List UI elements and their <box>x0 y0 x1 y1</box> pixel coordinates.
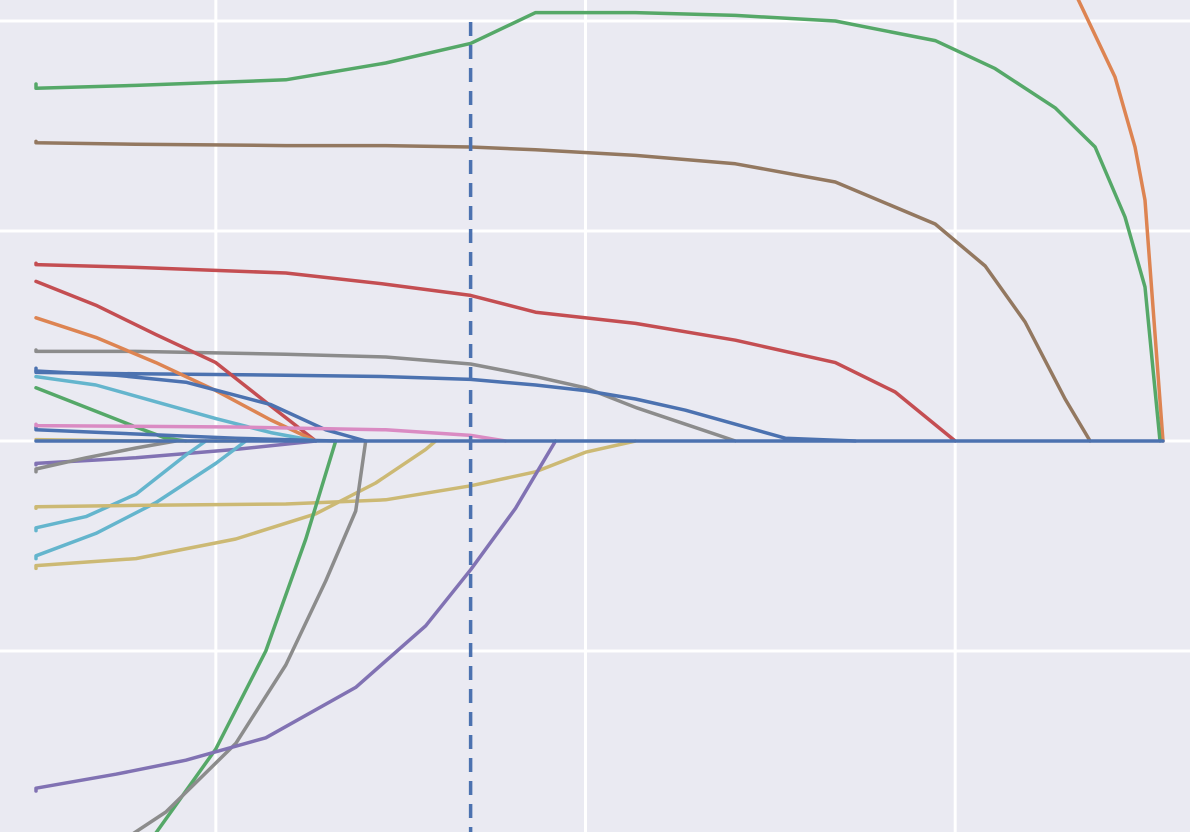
series-line-22 <box>34 439 558 793</box>
series-line-18 <box>34 439 638 510</box>
series-line-1 <box>34 10 1162 443</box>
series-line-8 <box>34 374 318 443</box>
series-line-2 <box>34 139 1092 443</box>
series-group <box>34 0 1165 832</box>
series-line-19 <box>34 439 438 571</box>
series-line-14 <box>34 439 318 467</box>
series-line-17 <box>34 439 248 561</box>
series-line-0 <box>1076 0 1165 443</box>
series-line-15 <box>34 439 178 474</box>
series-line-5 <box>34 369 858 443</box>
series-line-21 <box>132 439 368 832</box>
series-line-11 <box>34 425 338 443</box>
series-line-12 <box>34 422 508 443</box>
series-line-4 <box>34 348 738 443</box>
series-line-6 <box>34 279 318 443</box>
series-line-7 <box>34 316 318 443</box>
series-line-3 <box>34 261 957 443</box>
